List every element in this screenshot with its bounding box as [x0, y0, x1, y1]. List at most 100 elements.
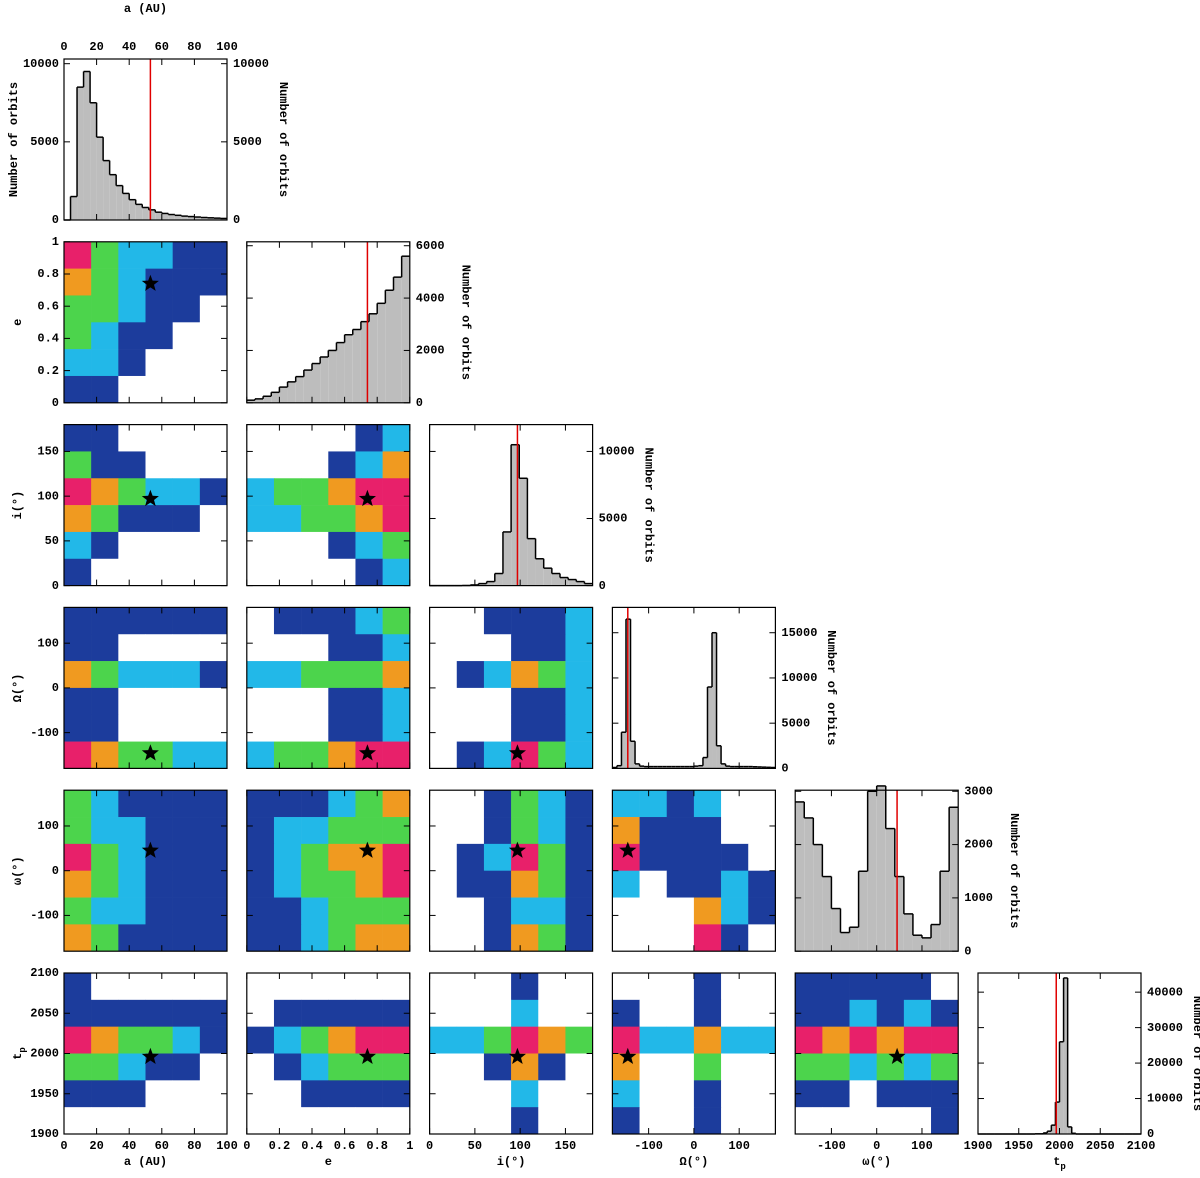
density-cell [64, 451, 91, 478]
density-cell [877, 1027, 904, 1054]
density-cell [64, 790, 91, 817]
density-cell [64, 425, 91, 452]
density-cell [748, 817, 775, 844]
y-tick-label: 10000 [23, 57, 59, 71]
density-cell [64, 1107, 91, 1134]
y-tick-label: 5000 [233, 135, 262, 149]
histogram-bar [840, 933, 849, 952]
density-cell [200, 924, 227, 951]
density-cell [146, 376, 173, 403]
density-cell [64, 924, 91, 951]
density-cell [667, 1080, 694, 1107]
density-cell [383, 634, 410, 661]
y-tick-label: 0 [416, 396, 423, 410]
density-cell [118, 559, 145, 586]
density-cell [301, 478, 328, 505]
x-tick-label: 0.8 [366, 1139, 388, 1153]
density-cell [748, 1054, 775, 1081]
x-tick-label: 100 [216, 1139, 238, 1153]
density-cell [383, 817, 410, 844]
density-cell [355, 532, 382, 559]
density-cell [355, 425, 382, 452]
density-cell [64, 715, 91, 742]
histogram-bar [369, 314, 377, 403]
y-tick-label: 20000 [1147, 1056, 1183, 1070]
density-cell [118, 1080, 145, 1107]
x-tick-label: 40 [122, 40, 136, 54]
density-cell [484, 871, 511, 898]
density-cell [383, 688, 410, 715]
density-cell [200, 871, 227, 898]
density-cell [748, 1107, 775, 1134]
density-cell [146, 505, 173, 532]
density-cell [118, 742, 145, 769]
x-axis-label-top-main: a (AU) [124, 2, 167, 16]
density-cell [328, 742, 355, 769]
density-cell [383, 1027, 410, 1054]
density-cell [640, 1000, 667, 1027]
density-cell [355, 817, 382, 844]
density-cell [146, 634, 173, 661]
density-cell [274, 532, 301, 559]
histogram-bar [168, 215, 175, 220]
density-cell [328, 661, 355, 688]
density-cell [91, 607, 118, 634]
density-cell [565, 661, 592, 688]
density-cell [328, 1054, 355, 1081]
y-tick-label: 1950 [30, 1087, 59, 1101]
density-cell [91, 269, 118, 296]
y-tick-label: 6000 [416, 239, 445, 253]
density-cell [247, 790, 274, 817]
histogram-bar [312, 364, 320, 403]
density-cell [538, 817, 565, 844]
y-tick-label: 3000 [964, 784, 993, 798]
density-cell [511, 790, 538, 817]
density-cell [173, 322, 200, 349]
density-cell [274, 661, 301, 688]
density-cell [91, 376, 118, 403]
density-cell [274, 1000, 301, 1027]
density-cell [118, 715, 145, 742]
density-cell [118, 451, 145, 478]
histogram-bar [71, 197, 78, 220]
x-tick-label: 0 [426, 1139, 433, 1153]
density-cell [301, 715, 328, 742]
histogram-bar [97, 137, 104, 220]
density-cell [538, 1080, 565, 1107]
y-axis-label: Number of orbits [7, 82, 21, 197]
density-cell [383, 871, 410, 898]
y-tick-label: 0.4 [37, 332, 59, 346]
x-tick-label: 0.4 [301, 1139, 323, 1153]
density-cell [118, 607, 145, 634]
y-tick-label: 0 [52, 579, 59, 593]
density-cell [383, 505, 410, 532]
y-tick-label: 150 [37, 445, 59, 459]
density-cell [173, 790, 200, 817]
density-cell [538, 973, 565, 1000]
density-cell [430, 742, 457, 769]
density-cell [511, 898, 538, 925]
density-cell [91, 742, 118, 769]
density-cell [430, 688, 457, 715]
histogram-bar [886, 829, 895, 952]
histogram-bar [813, 845, 822, 952]
density-cell [91, 451, 118, 478]
density-cell [694, 924, 721, 951]
histogram-bar [116, 186, 123, 220]
density-cell [565, 1107, 592, 1134]
histogram-bar [353, 329, 361, 402]
y-axis-label: ω(°) [11, 856, 25, 885]
x-tick-label: 50 [468, 1139, 482, 1153]
histogram-bar [895, 877, 904, 952]
y-tick-label: 2000 [416, 344, 445, 358]
histogram-bar [822, 877, 831, 952]
density-cell [694, 871, 721, 898]
x-axis-label-main: ω(°) [862, 1155, 891, 1169]
density-cell [383, 1107, 410, 1134]
density-cell [146, 322, 173, 349]
x-tick-label: 0 [60, 1139, 67, 1153]
density-cell [146, 871, 173, 898]
density-cell [200, 322, 227, 349]
histogram-bar [162, 213, 169, 220]
density-cell [383, 1054, 410, 1081]
